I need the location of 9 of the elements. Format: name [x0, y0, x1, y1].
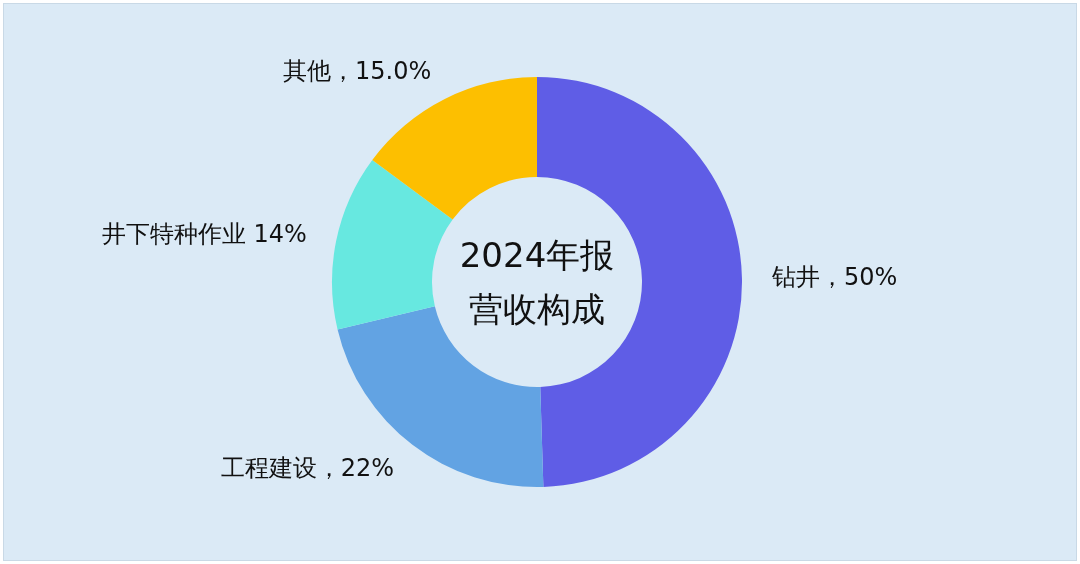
- data-label: 14%: [245, 219, 307, 248]
- slice-label: 井下特种作业: [101, 219, 246, 248]
- data-label: ，50%: [819, 263, 898, 292]
- data-label: ，22%: [316, 453, 395, 482]
- slice-label: 钻井: [770, 263, 820, 292]
- slice-label: 其他: [283, 57, 332, 86]
- text: 2024年报营收构成: [458, 234, 616, 331]
- data-label: ，15.0%: [331, 57, 432, 86]
- slice-label: 工程建设: [220, 453, 317, 482]
